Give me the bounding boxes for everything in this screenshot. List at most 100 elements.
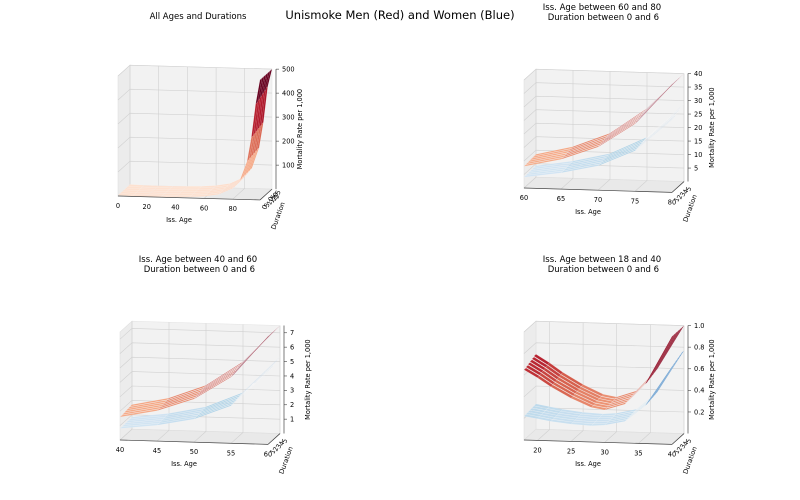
surface-facet-women [644, 364, 675, 406]
x-gridline [156, 322, 170, 442]
z-tick-label: 1 [290, 416, 294, 424]
x-gridline [119, 321, 133, 441]
z-tick-label: 25 [694, 110, 702, 118]
y-tick-label: 1 [268, 448, 277, 455]
x-tick-label: 60 [200, 204, 208, 212]
x-tick-label: 30 [601, 448, 609, 456]
figure-title: Unismoke Men (Red) and Women (Blue) [285, 8, 514, 22]
surface-facet-men [255, 77, 263, 105]
y-tick-label: 20 [270, 191, 280, 202]
surface-facet-women [232, 367, 273, 404]
x-tick-label: 80 [229, 205, 237, 213]
z-tick-label: 35 [694, 83, 702, 91]
surface-facet-women [640, 109, 681, 144]
z-axis-label: Mortality Rate per 1,000 [304, 339, 312, 419]
y-tick-label: 5 [263, 202, 272, 209]
y-tick-label: 4 [277, 440, 286, 447]
x-tick-label: 40 [116, 446, 124, 454]
side-pane [117, 64, 131, 197]
surface-facet-women [238, 359, 279, 397]
y-tick-label: 3 [274, 443, 283, 450]
z-gridline [523, 385, 685, 398]
x-axis-line [119, 439, 269, 445]
y-tick-label: 1 [672, 196, 681, 203]
panel-title: Iss. Age between 18 and 40 Duration betw… [543, 255, 661, 275]
surface-facet-men [164, 191, 182, 194]
y-tick-label: 0 [260, 204, 269, 211]
x-tick-label: 65 [557, 195, 565, 203]
panel-title: Iss. Age between 40 and 60 Duration betw… [139, 255, 257, 275]
z-tick-label: 5 [694, 164, 698, 172]
y-tick-label: 5 [684, 186, 693, 193]
surface-facet-men [634, 82, 675, 124]
surface-facet-women [230, 370, 271, 406]
x-axis-label: Iss. Age [575, 460, 601, 468]
z-tick-label: 0.6 [694, 365, 705, 373]
surface-facet-women [234, 364, 275, 402]
z-axis-label: Mortality Rate per 1,000 [708, 339, 716, 419]
z-tick-label: 6 [290, 344, 294, 352]
surface-facet-women [240, 356, 281, 395]
x-axis-line [523, 187, 673, 193]
surface-facet-men [644, 334, 675, 385]
x-tick-label: 60 [264, 450, 272, 458]
surface-facet-women [236, 362, 277, 400]
y-tick-label: 25 [272, 189, 282, 200]
z-tick-label: 30 [694, 97, 702, 105]
x-axis-line [117, 195, 261, 201]
panel-title-line: Iss. Age between 40 and 60 [139, 255, 257, 265]
x-gridline [230, 324, 244, 444]
x-gridline [604, 323, 618, 443]
x-tick-label: 70 [594, 196, 602, 204]
y-axis-line [671, 181, 685, 193]
x-axis-label: Iss. Age [166, 216, 192, 224]
x-tick-label: 40 [668, 450, 676, 458]
panel-title-line: Iss. Age between 60 and 80 [543, 3, 661, 13]
y-tick-label: 1 [672, 448, 681, 455]
panel-title-line: Duration between 0 and 6 [545, 13, 659, 23]
x-gridline [638, 324, 651, 444]
back-pane [129, 64, 273, 190]
z-tick-label: 40 [694, 70, 702, 78]
y-axis-line [259, 188, 273, 201]
x-gridline [560, 70, 574, 190]
panel-title: All Ages and Durations [150, 12, 247, 22]
x-tick-label: 35 [634, 449, 642, 457]
z-tick-label: 2 [290, 401, 294, 409]
y-tick-label: 4 [681, 440, 690, 447]
y-tick-label: 5 [684, 438, 693, 445]
x-tick-label: 40 [171, 204, 179, 212]
panel-title-line: All Ages and Durations [150, 12, 247, 22]
x-gridline [523, 69, 537, 189]
z-tick-label: 400 [282, 89, 295, 97]
x-axis-label: Iss. Age [575, 208, 601, 216]
z-gridline [523, 342, 685, 354]
y-tick-label: 15 [268, 194, 278, 205]
surface-facet-women [636, 114, 677, 149]
x-axis-label: Iss. Age [171, 460, 197, 468]
surface-facet-women [634, 117, 675, 151]
y-tick-label: 3 [678, 191, 687, 198]
x-tick-label: 50 [190, 448, 198, 456]
y-tick-label: 3 [678, 443, 687, 450]
surface-facet-men [162, 193, 180, 196]
surface-facet-women [638, 111, 679, 147]
z-tick-label: 3 [290, 387, 294, 395]
x-tick-label: 45 [153, 447, 161, 455]
x-tick-label: 75 [631, 197, 639, 205]
z-gridline [523, 320, 685, 333]
y-tick-label: 5 [280, 438, 289, 445]
y-axis-line [267, 433, 281, 445]
z-tick-label: 500 [282, 65, 295, 73]
z-axis-label: Mortality Rate per 1,000 [708, 87, 716, 167]
panel-title: Iss. Age between 60 and 80 Duration betw… [543, 3, 661, 23]
z-tick-label: 20 [694, 124, 702, 132]
panel-title-line: Duration between 0 and 6 [141, 265, 255, 275]
z-tick-label: 0.2 [694, 408, 705, 416]
x-tick-label: 80 [668, 198, 676, 206]
